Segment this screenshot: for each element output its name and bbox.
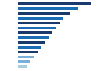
Bar (18, 65, 27, 68)
Bar (18, 31, 52, 34)
Bar (18, 7, 78, 10)
Bar (18, 27, 56, 29)
Bar (18, 60, 30, 63)
Bar (18, 2, 91, 5)
Bar (18, 56, 34, 58)
Bar (18, 17, 63, 20)
Bar (18, 36, 48, 39)
Bar (18, 41, 45, 44)
Bar (18, 12, 70, 15)
Bar (18, 51, 38, 53)
Bar (18, 22, 60, 24)
Bar (18, 46, 41, 49)
